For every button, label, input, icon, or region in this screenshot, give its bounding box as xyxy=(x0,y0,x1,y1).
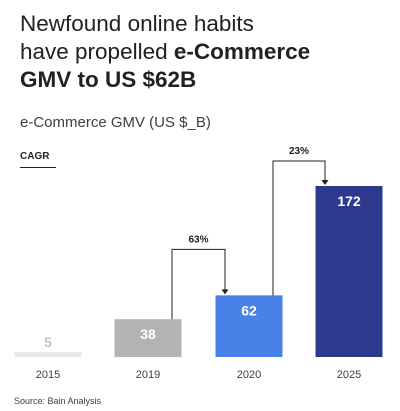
x-tick-2019: 2019 xyxy=(136,369,160,381)
source-note: Source: Bain Analysis xyxy=(14,396,102,406)
bar-2025 xyxy=(315,186,383,357)
cagr-arrow-2019-2020 xyxy=(221,289,229,295)
cagr-annotations: 63% 23% xyxy=(171,146,329,320)
bars-group: 5 2015 38 2019 62 2020 172 2025 xyxy=(14,186,383,381)
cagr-connector-2020-2025 xyxy=(272,160,326,296)
headline-line-3-bold: GMV to US $62B xyxy=(20,67,197,92)
value-label-2020: 62 xyxy=(241,302,257,318)
cagr-label-2020-2025: 23% xyxy=(289,146,309,157)
headline-line-2-bold: e-Commerce xyxy=(173,39,311,64)
headline-line-1: Newfound online habits xyxy=(20,11,254,36)
value-label-2019: 38 xyxy=(140,326,156,342)
cagr-label-2019-2020: 63% xyxy=(188,234,208,245)
headline-line-2: have propelled e-Commerce xyxy=(20,38,390,66)
cagr-legend-label: CAGR xyxy=(20,151,56,168)
x-tick-2020: 2020 xyxy=(237,369,261,381)
chart-title: e-Commerce GMV (US $_B) xyxy=(20,114,211,131)
bar-2019 xyxy=(114,319,182,357)
cagr-connector-2019-2020 xyxy=(171,248,226,320)
value-label-2015: 5 xyxy=(44,334,52,350)
headline: Newfound online habits have propelled e-… xyxy=(20,10,390,94)
x-tick-2025: 2025 xyxy=(337,369,361,381)
bar-2015 xyxy=(14,352,82,357)
x-tick-2015: 2015 xyxy=(36,369,60,381)
headline-line-3: GMV to US $62B xyxy=(20,66,390,94)
headline-line-2-plain: have propelled xyxy=(20,39,174,64)
bar-2020 xyxy=(215,295,283,357)
value-label-2025: 172 xyxy=(337,193,361,209)
cagr-arrow-2020-2025 xyxy=(321,180,329,185)
